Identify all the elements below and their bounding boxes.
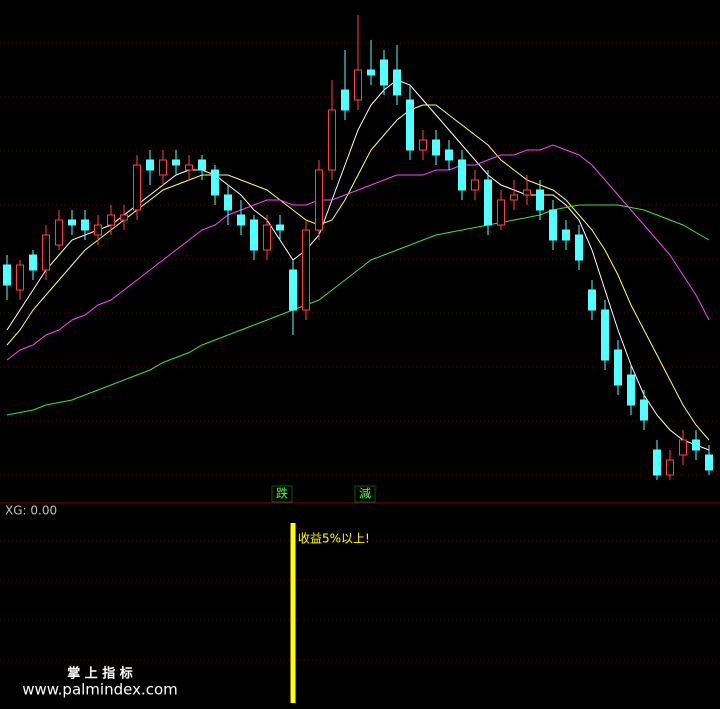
candle-body: [29, 254, 37, 271]
candle-body: [679, 439, 687, 456]
candle-body: [276, 224, 284, 231]
candle-body: [640, 399, 648, 421]
candle-body: [445, 149, 453, 161]
candle-body: [575, 234, 583, 261]
candle-body: [263, 224, 271, 251]
candle-body: [16, 264, 24, 291]
candle-body: [536, 189, 544, 211]
candle-body: [55, 219, 63, 246]
signal-box: [271, 485, 293, 503]
candle-body: [94, 224, 102, 236]
candle-body: [393, 69, 401, 96]
watermark-url: www.palmindex.com: [22, 681, 178, 699]
candle-body: [315, 169, 323, 231]
candle-body: [3, 264, 11, 286]
candle-body: [523, 189, 531, 196]
candle-body: [471, 179, 479, 191]
candle-body: [198, 159, 206, 171]
candle-body: [692, 439, 700, 451]
candle-body: [614, 349, 622, 386]
candle-body: [250, 219, 258, 251]
candle-body: [146, 159, 154, 171]
indicator-bar: [290, 523, 296, 703]
signal-box: [354, 485, 376, 503]
candle-body: [419, 139, 427, 151]
moving-average: [6, 204, 710, 416]
candle-body: [224, 194, 232, 211]
candle-body: [367, 69, 375, 76]
candle-body: [354, 69, 362, 101]
candle-body: [510, 194, 518, 201]
candle-body: [302, 229, 310, 311]
candle-body: [497, 199, 505, 226]
candle-body: [406, 99, 414, 151]
candle-body: [172, 159, 180, 166]
candle-body: [328, 109, 336, 171]
indicator-label: XG: 0.00: [5, 504, 57, 518]
candle-body: [562, 229, 570, 241]
candle-body: [432, 139, 440, 156]
candle-body: [133, 164, 141, 211]
candle-body: [705, 454, 713, 471]
candle-body: [380, 59, 388, 86]
candle-body: [484, 179, 492, 226]
candle-body: [588, 289, 596, 311]
candle-body: [68, 219, 76, 226]
watermark-title: 掌 上 指 标: [67, 666, 133, 682]
candle-body: [458, 159, 466, 191]
candle-body: [601, 309, 609, 361]
signal-label: 減: [359, 486, 371, 501]
candle-body: [549, 209, 557, 241]
candle-body: [107, 214, 115, 226]
candle-body: [159, 159, 167, 176]
candle-body: [666, 459, 674, 476]
signal-label: 跌: [276, 486, 288, 501]
plot: [3, 15, 713, 703]
moving-average: [6, 144, 710, 361]
candle-body: [627, 374, 635, 406]
candle-body: [42, 234, 50, 271]
candle-body: [120, 214, 128, 221]
candle-body: [81, 219, 89, 231]
candle-body: [185, 164, 193, 171]
candle-body: [653, 449, 661, 476]
candle-body: [211, 169, 219, 196]
candle-body: [289, 269, 297, 311]
grid: [0, 42, 720, 661]
indicator-annotation: 收益5%以上!: [298, 532, 370, 546]
candle-body: [237, 214, 245, 226]
candle-body: [341, 89, 349, 111]
